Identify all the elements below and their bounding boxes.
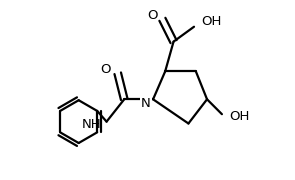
Text: NH: NH [81, 118, 101, 131]
Text: OH: OH [201, 15, 222, 28]
Text: OH: OH [230, 111, 250, 123]
Text: O: O [147, 9, 158, 22]
Text: N: N [141, 97, 151, 110]
Text: O: O [101, 63, 111, 76]
